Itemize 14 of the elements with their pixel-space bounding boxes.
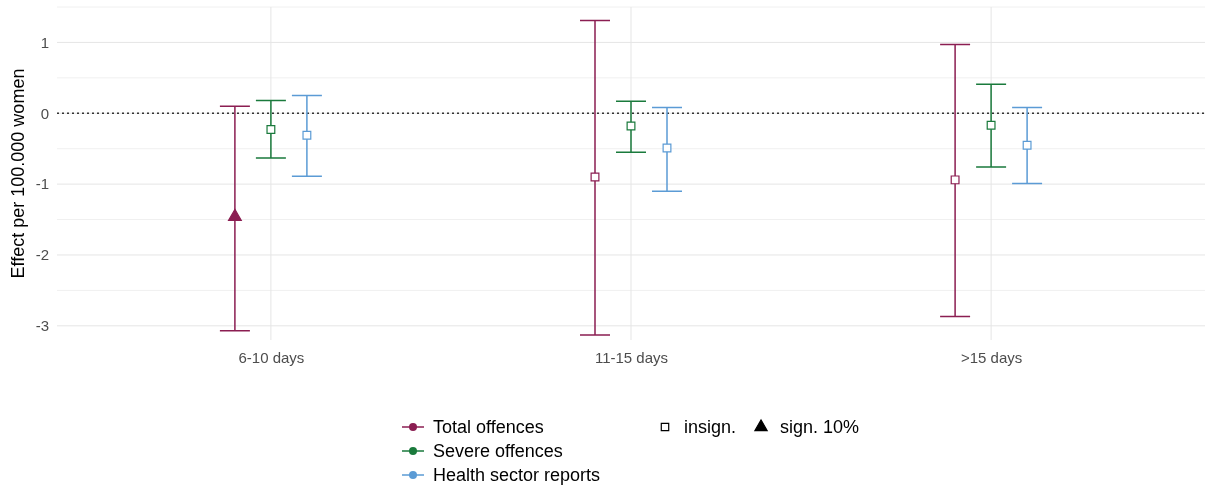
- y-axis-title: Effect per 100.000 women: [8, 68, 28, 279]
- text: insign.: [684, 417, 737, 437]
- text: sign. 10%: [780, 417, 860, 437]
- x-tick-label: >15 days: [960, 348, 1023, 366]
- legend-label: Severe offences: [433, 441, 563, 461]
- x-tick-label: 6-10 days: [238, 348, 305, 366]
- y-tick-label: 0: [40, 104, 49, 122]
- y-tick-label: 1: [40, 33, 49, 51]
- legend-label: Total offences: [433, 417, 544, 437]
- y-tick-label: -2: [35, 246, 49, 264]
- x-tick-label: 11-15 days: [594, 348, 669, 366]
- y-tick-label: -3: [35, 317, 49, 335]
- y-tick-label: -1: [35, 175, 49, 193]
- legend-label: Health sector reports: [433, 465, 601, 485]
